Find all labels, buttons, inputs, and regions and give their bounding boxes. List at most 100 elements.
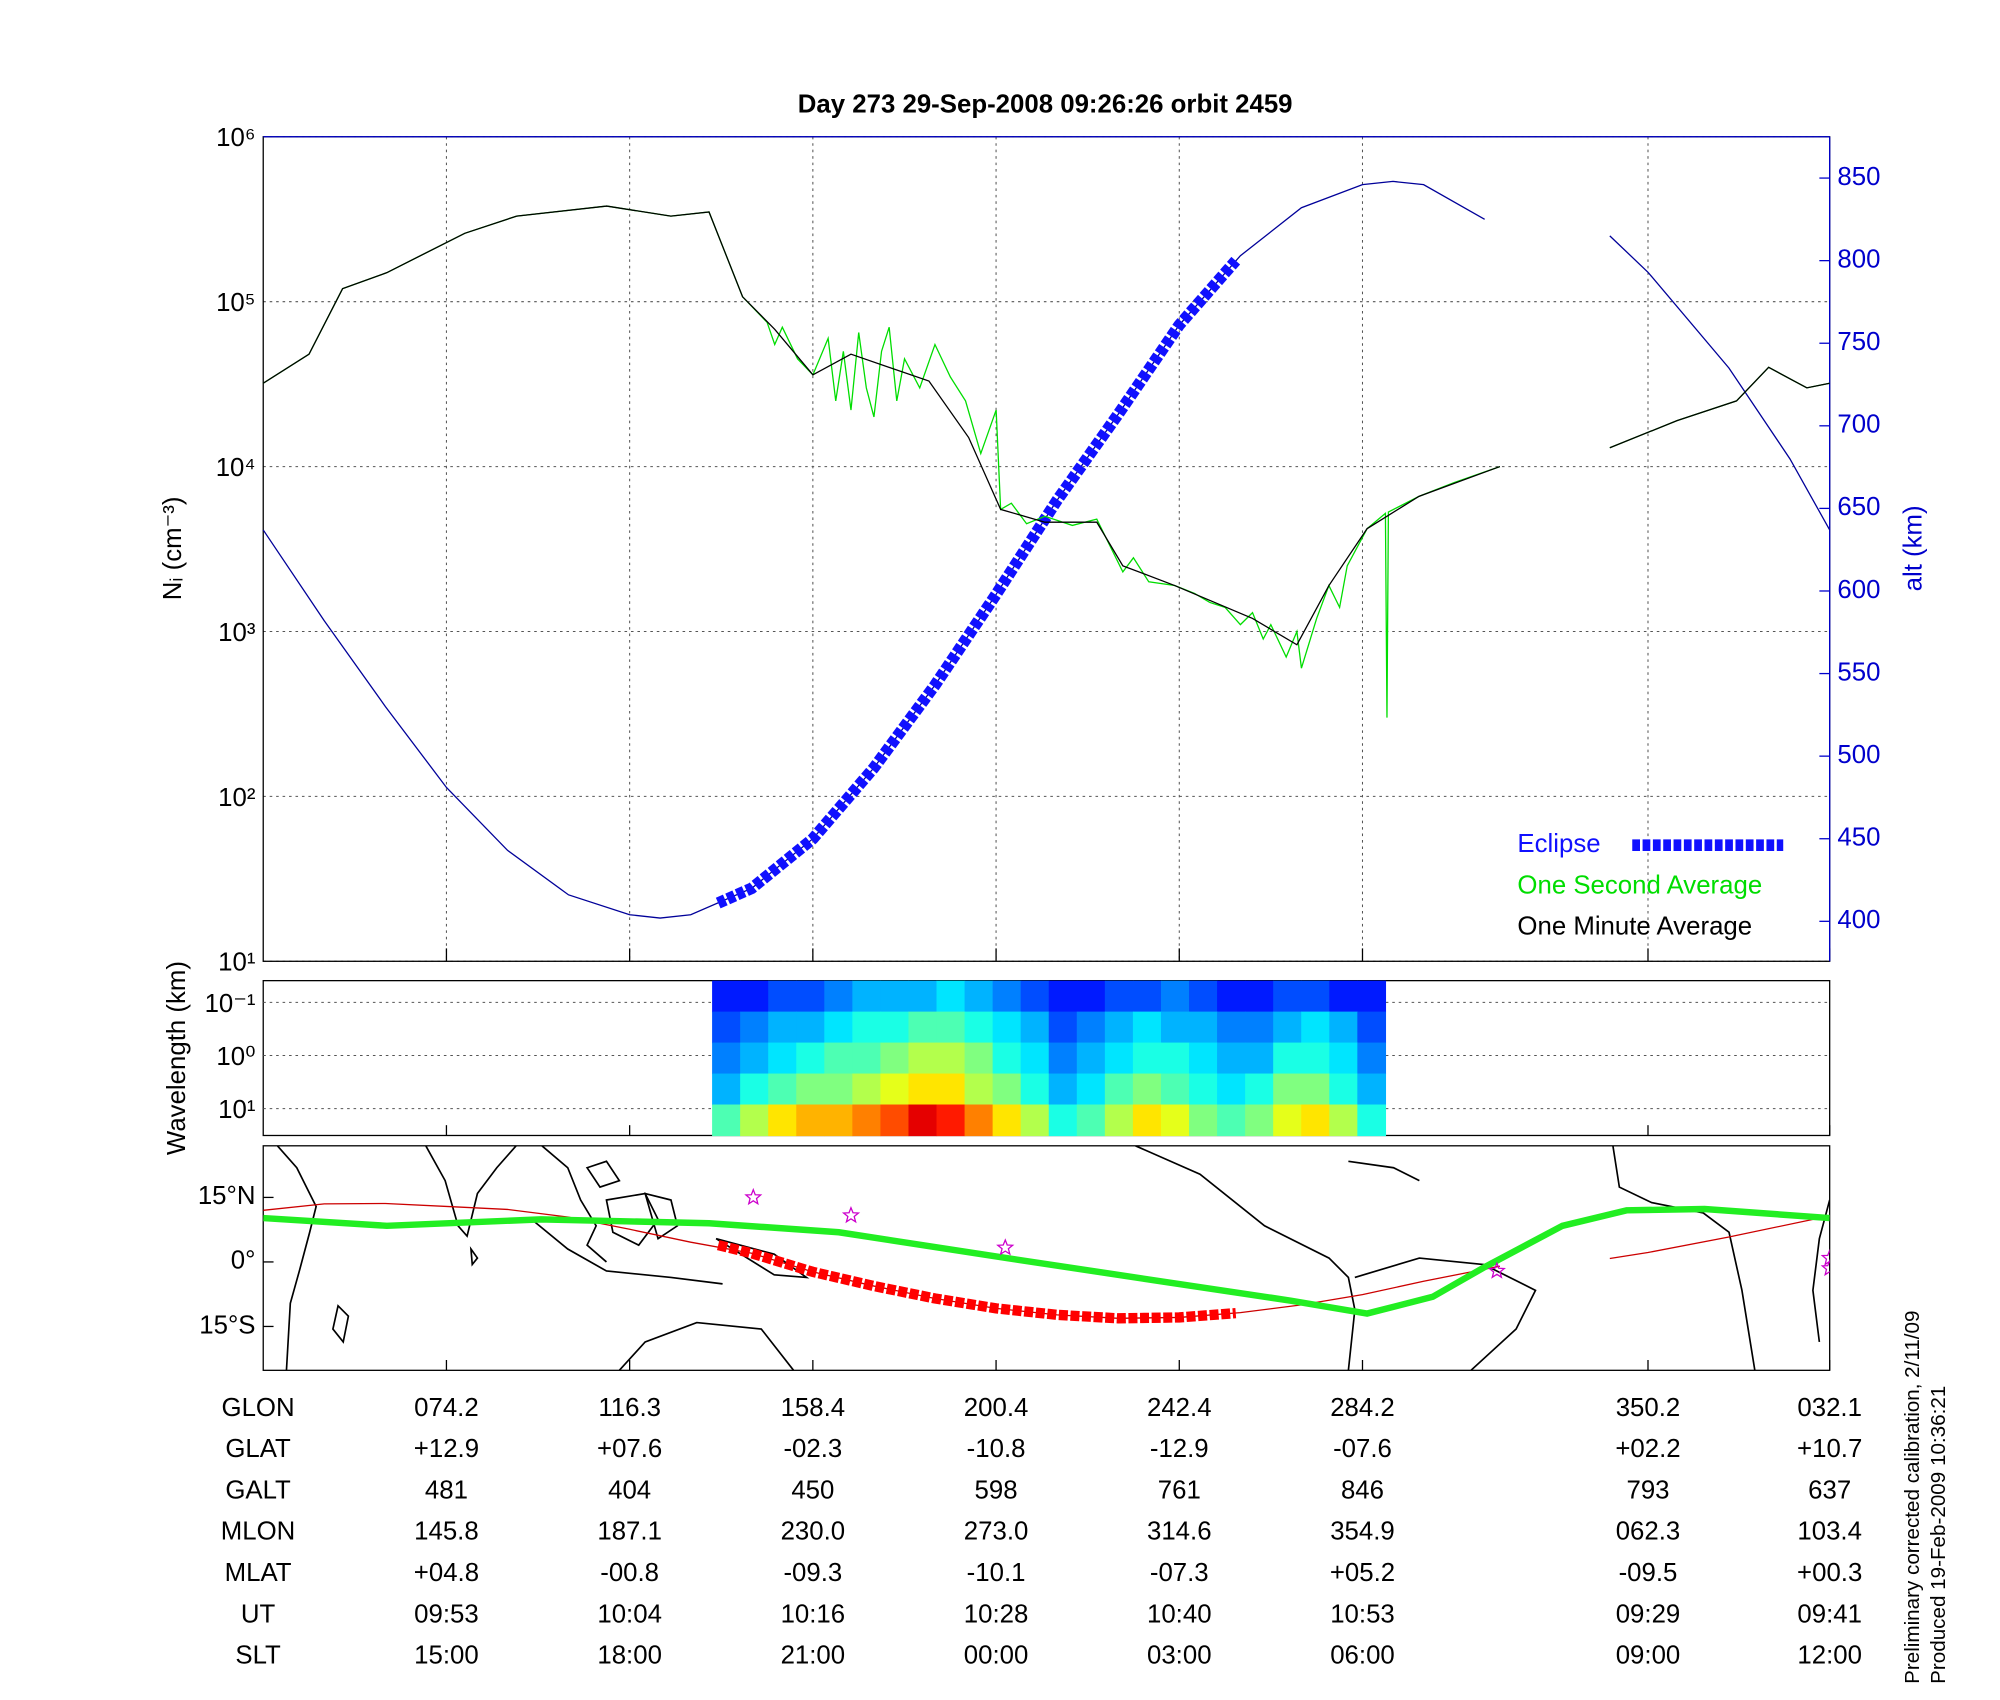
heatmap-cell	[740, 980, 769, 1013]
table-cell: 314.6	[1147, 1518, 1212, 1546]
table-cell: -12.9	[1150, 1435, 1209, 1463]
heatmap-cell	[908, 980, 938, 1013]
row-label: GALT	[225, 1476, 291, 1504]
table-cell: -00.8	[600, 1559, 659, 1587]
heatmap-cell	[796, 1011, 825, 1044]
table-cell: 09:41	[1797, 1600, 1862, 1628]
heatmap-cell	[1217, 1042, 1246, 1075]
y-tick-label: 0°	[231, 1247, 256, 1275]
heatmap-cell	[908, 1042, 938, 1075]
heatmap-cell	[1020, 980, 1050, 1013]
y2-tick-label: 550	[1837, 658, 1880, 686]
table-cell: 103.4	[1797, 1518, 1862, 1546]
data-line	[262, 180, 1831, 919]
heatmap-cell	[1273, 1042, 1302, 1075]
table-cell: -07.6	[1333, 1435, 1392, 1463]
row-label: UT	[241, 1600, 276, 1628]
table-cell: 187.1	[597, 1518, 662, 1546]
heatmap-cell	[1273, 1073, 1302, 1106]
table-cell: +07.6	[597, 1435, 662, 1463]
table-cell: 09:53	[414, 1600, 479, 1628]
y2-tick-label: 700	[1837, 411, 1880, 439]
data-line	[263, 1202, 1830, 1319]
y-tick-label: 10²	[218, 784, 256, 812]
heatmap-cell	[992, 1073, 1022, 1106]
heatmap-cell	[1104, 1011, 1134, 1044]
footer-note: Produced 19-Feb-2009 10:36:21	[1927, 1386, 1950, 1684]
table-cell: 06:00	[1330, 1642, 1395, 1670]
table-cell: 09:29	[1616, 1600, 1681, 1628]
heatmap-cell	[1245, 1042, 1274, 1075]
table-cell: -09.3	[783, 1559, 842, 1587]
table-cell: 10:16	[781, 1600, 846, 1628]
table-cell: 761	[1158, 1476, 1201, 1504]
map-tracks	[263, 1187, 1830, 1324]
table-cell: +02.2	[1615, 1435, 1680, 1463]
heatmap-cell	[880, 1042, 910, 1075]
heatmap-cell	[1245, 1104, 1274, 1137]
heatmap-cell	[796, 1104, 825, 1137]
table-cell: 03:00	[1147, 1642, 1212, 1670]
heatmap-cell	[1301, 1042, 1330, 1075]
heatmap-cell	[1273, 980, 1302, 1013]
table-cell: 074.2	[414, 1394, 479, 1422]
heatmap-cell	[1329, 1011, 1358, 1044]
y2-tick-label: 400	[1837, 906, 1880, 934]
row-label: MLON	[221, 1518, 296, 1546]
table-cell: 598	[975, 1476, 1018, 1504]
heatmap-cell	[964, 980, 994, 1013]
heatmap-cell	[796, 1042, 825, 1075]
heatmap-cell	[1245, 980, 1274, 1013]
heatmap-cell	[1273, 1011, 1302, 1044]
heatmap-cell	[936, 1011, 966, 1044]
table-cell: 145.8	[414, 1518, 479, 1546]
y2-tick-label: 650	[1837, 493, 1880, 521]
y2-tick-label: 450	[1837, 824, 1880, 852]
heatmap-cell	[1132, 1042, 1162, 1075]
heatmap-cell	[768, 1073, 797, 1106]
heatmap-cell	[1357, 1073, 1387, 1106]
heatmap-cell	[880, 1011, 910, 1044]
heatmap-cell	[1076, 1073, 1106, 1106]
heatmap-cell	[992, 980, 1022, 1013]
heatmap-cell	[852, 1042, 882, 1075]
heatmap-cell	[824, 1042, 854, 1075]
heatmap-cell	[908, 1104, 938, 1137]
heatmap-cell	[1217, 1073, 1246, 1106]
table-cell: 116.3	[598, 1394, 661, 1422]
table-cell: 242.4	[1147, 1394, 1212, 1422]
table-cell: +10.7	[1797, 1435, 1862, 1463]
heatmap-cell	[936, 980, 966, 1013]
heatmap-cell	[796, 1073, 825, 1106]
heatmap-cell	[1301, 1073, 1330, 1106]
heatmap-cell	[1048, 980, 1078, 1013]
table-cell: -09.5	[1619, 1559, 1678, 1587]
heatmap-cell	[768, 980, 797, 1013]
table-cell: +05.2	[1330, 1559, 1395, 1587]
star-marker	[996, 1238, 1015, 1256]
row-label: SLT	[235, 1642, 281, 1670]
heatmap-cell	[1189, 1104, 1218, 1137]
heatmap-cell	[936, 1042, 966, 1075]
y-tick-label: 15°N	[198, 1182, 256, 1210]
table-cell: 10:53	[1330, 1600, 1395, 1628]
heatmap-cell	[908, 1011, 938, 1044]
table-cell: 18:00	[597, 1642, 662, 1670]
table-cell: +00.3	[1797, 1559, 1862, 1587]
table-cell: 21:00	[781, 1642, 846, 1670]
coastlines	[276, 1145, 1830, 1371]
heatmap-cell	[1357, 1042, 1387, 1075]
heatmap-cell	[880, 1073, 910, 1106]
heatmap-cell	[1076, 1011, 1106, 1044]
chart-title: Day 273 29-Sep-2008 09:26:26 orbit 2459	[798, 91, 1293, 119]
heatmap-cell	[1329, 1104, 1358, 1137]
heatmap-cell	[712, 1104, 741, 1137]
heatmap-cell	[1020, 1042, 1050, 1075]
table-cell: 284.2	[1330, 1394, 1395, 1422]
star-marker	[1820, 1248, 1830, 1266]
y-tick-label: 15°S	[199, 1311, 255, 1339]
heatmap-cell	[964, 1011, 994, 1044]
heatmap-cell	[908, 1073, 938, 1106]
